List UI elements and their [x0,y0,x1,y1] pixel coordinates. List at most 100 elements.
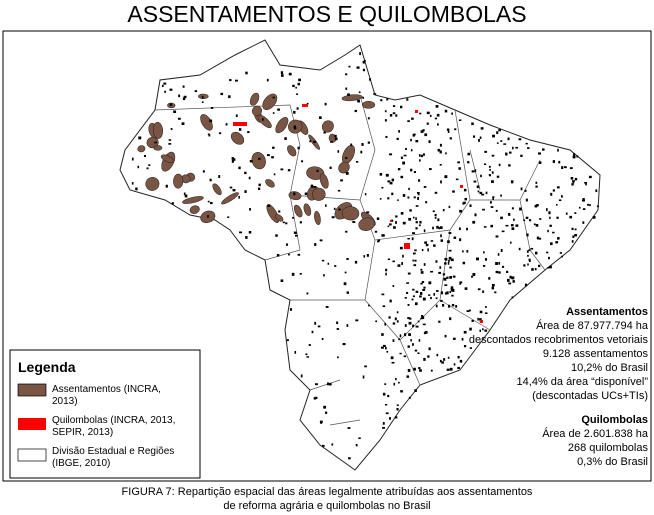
settlement-dot [500,140,503,142]
settlement-dot [571,183,574,186]
settlement-dot [450,286,454,290]
settlement-dot [235,114,238,117]
settlement-dot [297,253,301,256]
legend-label: Divisão Estadual e Regiões [52,446,174,457]
settlement-dot [400,212,404,215]
settlement-dot [358,437,361,440]
settlement-dot [227,216,230,218]
settlement-dot [171,202,174,205]
settlement-dot [445,257,448,261]
settlement-dot [381,333,384,336]
settlement-dot [509,275,512,279]
settlement-dot [387,394,390,398]
settlement-dot [434,216,437,219]
settlement-dot [550,192,553,196]
settlement-dot [534,251,538,255]
settlement-dot [538,161,542,164]
settlement-dot [500,216,503,220]
quilombola-area [390,220,392,222]
settlement-dot [485,191,488,195]
settlement-dot [474,169,477,173]
settlement-dot [308,344,311,346]
settlement-dot [379,198,382,200]
settlement-dot [355,161,359,163]
stats-line: 14,4% da área “disponível” [517,376,649,388]
settlement-dot [488,277,491,280]
settlement-dot [512,280,515,283]
settlement-dot [218,175,221,178]
settlement-dot [484,329,488,332]
settlement-dot [457,161,460,164]
settlement-dot [331,443,334,446]
settlement-dot [408,321,412,325]
settlement-dot [373,93,377,95]
settlement-dot [239,231,242,234]
settlement-dot [407,303,410,306]
settlement-dot [556,216,559,219]
settlement-dot [354,260,358,264]
settlement-dot [327,262,330,265]
settlement-dot [194,90,198,93]
settlement-dot [392,322,396,325]
settlement-dot [461,337,464,341]
settlement-dot [474,213,477,217]
settlement-dot [480,174,482,178]
settlement-dot [557,148,559,152]
settlement-dot [555,241,559,244]
settlement-dot [337,356,339,359]
settlement-dot [423,263,426,266]
settlement-dot [467,161,470,164]
settlement-dot [333,207,336,210]
settlement-dot [432,226,434,230]
settlement-dot [491,180,494,183]
settlement-area [160,154,174,163]
settlement-dot [407,237,410,240]
settlement-dot [336,328,340,330]
settlement-area [275,117,289,134]
settlement-dot [154,141,157,144]
settlement-dot [238,195,240,199]
legend-swatch [17,383,47,397]
settlement-dot [244,171,247,175]
legend-label: Quilombolas (INCRA, 2013, [52,415,175,426]
settlement-dot [447,130,450,133]
settlement-dot [169,88,173,91]
settlement-dot [424,133,428,137]
settlement-dot [385,268,388,272]
settlement-dot [413,264,417,267]
settlement-dot [407,272,411,275]
settlement-dot [457,366,460,370]
settlement-dot [410,339,412,342]
settlement-dot [433,293,436,296]
settlement-dot [546,208,548,212]
settlement-dot [484,258,488,261]
settlement-dot [496,131,499,135]
quilombola-area [404,243,410,249]
settlement-dot [420,271,424,274]
settlement-dot [363,255,366,258]
settlement-dot [403,154,407,157]
settlement-dot [503,143,507,145]
settlement-dot [387,197,390,200]
settlement-dot [398,130,400,133]
settlement-dot [229,79,232,82]
settlement-dot [476,185,480,189]
settlement-dot [423,357,426,361]
settlement-dot [449,367,453,371]
settlement-dot [438,320,441,323]
settlement-dot [524,283,528,287]
settlement-dot [347,93,350,96]
settlement-dot [366,211,370,214]
settlement-dot [479,310,483,314]
stats-heading: Quilombolas [581,414,648,426]
settlement-dot [382,305,386,308]
settlement-dot [403,333,407,337]
settlement-dot [552,189,555,192]
settlement-area [182,196,204,204]
settlement-dot [439,226,443,230]
settlement-dot [496,175,500,178]
settlement-dot [418,154,421,157]
settlement-dot [369,78,371,81]
settlement-dot [430,240,434,242]
settlement-dot [401,262,404,265]
